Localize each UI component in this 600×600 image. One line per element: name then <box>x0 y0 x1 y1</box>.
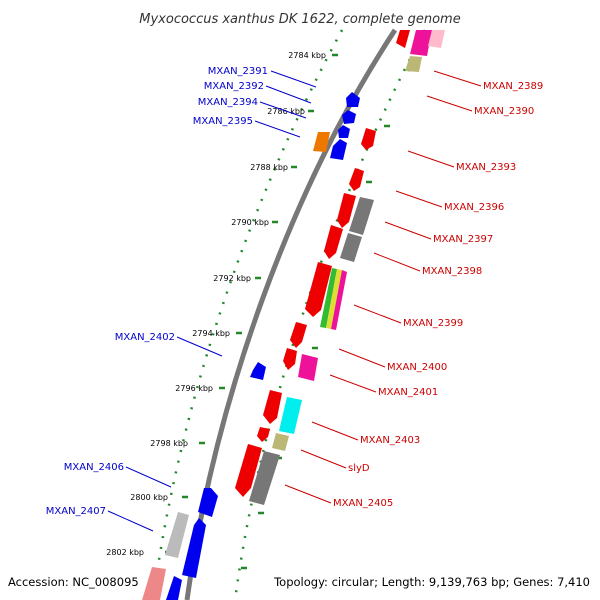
gene-unlabeled-grey[interactable] <box>165 512 189 558</box>
kbp-label: 2800 kbp <box>130 493 168 502</box>
label-mxan-2400[interactable]: MXAN_2400 <box>387 362 447 373</box>
gene-slyd-red[interactable] <box>257 427 270 442</box>
gene-mxan-2389[interactable] <box>396 30 410 48</box>
leader-mxan-2407 <box>107 510 154 532</box>
leader-mxan-2405 <box>284 484 332 504</box>
forward-leaders <box>107 70 317 532</box>
leader-mxan-2402 <box>176 336 223 357</box>
gene-mxan-2401-pink[interactable] <box>298 354 318 381</box>
label-mxan-2405[interactable]: MXAN_2405 <box>333 498 393 509</box>
gene-slyd[interactable] <box>272 433 289 451</box>
leader-mxan-2389 <box>433 70 482 87</box>
leader-mxan-2396 <box>395 190 443 208</box>
label-mxan-2391[interactable]: MXAN_2391 <box>208 66 268 77</box>
gene-mxan-2403-red[interactable] <box>263 390 282 424</box>
kbp-label: 2792 kbp <box>213 274 251 283</box>
label-slyd[interactable]: slyD <box>348 463 370 474</box>
outer-dotted-track-left <box>151 29 344 600</box>
reverse-leaders <box>284 70 482 504</box>
gene-mxan-2399-stripe-magenta[interactable] <box>331 270 347 330</box>
map-title: Myxococcus xanthus DK 1622, complete gen… <box>139 12 460 27</box>
gene-mxan-2407[interactable] <box>182 518 206 578</box>
genome-summary-text: Topology: circular; Length: 9,139,763 bp… <box>273 575 590 589</box>
leader-mxan-2401 <box>329 374 377 393</box>
gene-top-pink-light[interactable] <box>428 30 445 48</box>
gene-mxan-2391[interactable] <box>346 92 360 107</box>
leader-mxan-2392 <box>265 85 312 104</box>
gene-mxan-2398-grey[interactable] <box>340 233 362 262</box>
label-mxan-2399[interactable]: MXAN_2399 <box>403 318 463 329</box>
kbp-label: 2796 kbp <box>175 384 213 393</box>
gene-mxan-2403[interactable] <box>279 397 302 434</box>
gene-mxan-2389-pink[interactable] <box>410 30 432 56</box>
outer-dotted-track-right <box>233 29 427 600</box>
leader-mxan-2393 <box>407 150 455 168</box>
gene-mxan-2405[interactable] <box>235 444 262 497</box>
gene-mxan-2402[interactable] <box>250 362 266 380</box>
label-mxan-2402[interactable]: MXAN_2402 <box>115 332 175 343</box>
gene-mxan-2399-stripe-green[interactable] <box>320 268 337 328</box>
gene-mxan-2398[interactable] <box>324 225 343 259</box>
label-mxan-2395[interactable]: MXAN_2395 <box>193 116 253 127</box>
leader-mxan-2398 <box>373 252 421 272</box>
kbp-label: 2802 kbp <box>106 548 144 557</box>
gene-mxan-2393[interactable] <box>361 128 376 150</box>
gene-mxan-2390[interactable] <box>405 56 422 72</box>
gene-mxan-2405-grey[interactable] <box>249 451 280 505</box>
gene-mxan-2395-orange[interactable] <box>313 132 330 152</box>
label-mxan-2397[interactable]: MXAN_2397 <box>433 234 493 245</box>
leader-mxan-2400 <box>338 348 386 368</box>
label-mxan-2389[interactable]: MXAN_2389 <box>483 81 543 92</box>
gene-unlabeled-blue[interactable] <box>166 576 182 600</box>
label-mxan-2392[interactable]: MXAN_2392 <box>204 81 264 92</box>
gene-mxan-2395[interactable] <box>330 139 347 160</box>
leader-mxan-2394 <box>259 101 307 119</box>
label-mxan-2396[interactable]: MXAN_2396 <box>444 202 504 213</box>
kbp-label: 2788 kbp <box>250 163 288 172</box>
gene-mxan-2396[interactable] <box>349 168 364 191</box>
label-mxan-2398[interactable]: MXAN_2398 <box>422 266 482 277</box>
gene-mxan-2401[interactable] <box>283 348 297 370</box>
kbp-label: 2790 kbp <box>231 218 269 227</box>
leader-mxan-2395 <box>254 120 301 138</box>
gene-mxan-2392[interactable] <box>342 110 356 124</box>
gene-mxan-2406[interactable] <box>198 488 218 517</box>
leader-mxan-2390 <box>426 95 473 112</box>
gene-mxan-2400[interactable] <box>290 322 307 348</box>
gene-mxan-2399[interactable] <box>305 262 332 317</box>
kbp-label: 2794 kbp <box>192 329 230 338</box>
label-mxan-2394[interactable]: MXAN_2394 <box>198 97 258 108</box>
leader-mxan-2397 <box>384 221 432 240</box>
gene-mxan-2397[interactable] <box>337 193 356 228</box>
leader-mxan-2403 <box>311 421 359 441</box>
leader-slyd <box>300 449 347 469</box>
label-mxan-2390[interactable]: MXAN_2390 <box>474 106 534 117</box>
gene-mxan-2399-stripe-yellow[interactable] <box>326 269 342 329</box>
leader-mxan-2399 <box>353 304 402 324</box>
gene-mxan-2394[interactable] <box>338 125 350 138</box>
accession-text: Accession: NC_008095 <box>8 575 139 589</box>
label-mxan-2403[interactable]: MXAN_2403 <box>360 435 420 446</box>
label-mxan-2393[interactable]: MXAN_2393 <box>456 162 516 173</box>
label-mxan-2406[interactable]: MXAN_2406 <box>64 462 124 473</box>
leader-mxan-2391 <box>270 70 317 88</box>
label-mxan-2407[interactable]: MXAN_2407 <box>46 506 106 517</box>
kbp-label: 2784 kbp <box>288 51 326 60</box>
label-mxan-2401[interactable]: MXAN_2401 <box>378 387 438 398</box>
kbp-label: 2798 kbp <box>150 439 188 448</box>
gene-unlabeled-pink[interactable] <box>142 567 166 600</box>
leader-mxan-2406 <box>125 466 172 488</box>
gene-mxan-2397-grey[interactable] <box>349 197 374 235</box>
kbp-tick-marks <box>165 53 338 554</box>
